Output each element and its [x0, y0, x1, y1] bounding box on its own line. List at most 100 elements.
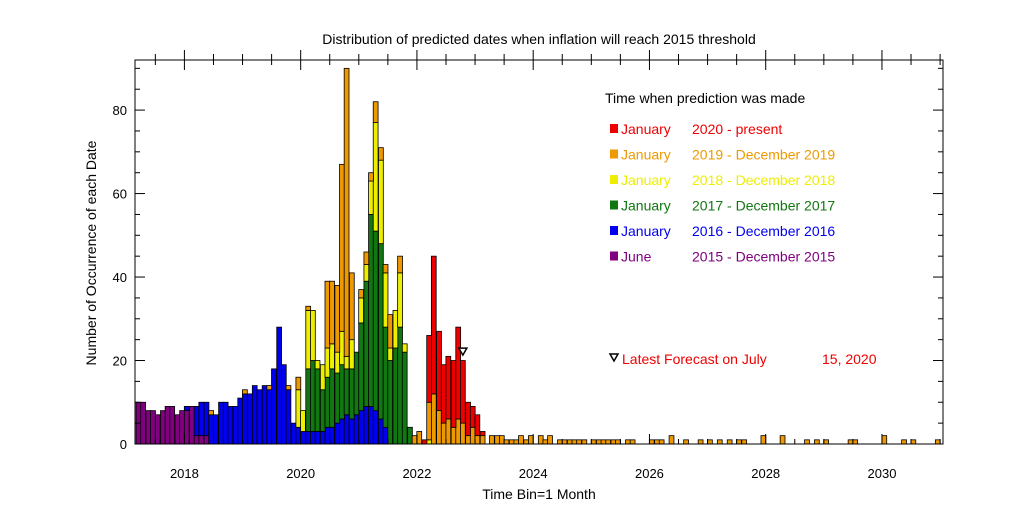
x-tick-label-5: 2028 — [751, 466, 780, 481]
bar-s1-p15 — [256, 389, 263, 445]
bar-s3-p2 — [305, 310, 312, 370]
bar-s4-p2 — [266, 385, 273, 391]
bar-s1-p13 — [247, 393, 253, 445]
bar-s2-p21 — [407, 426, 413, 445]
bar-s2-p0 — [305, 368, 312, 432]
bar-s4-p76 — [847, 439, 854, 445]
bar-s4-p55 — [605, 439, 611, 445]
bar-s5-p10 — [469, 406, 476, 428]
bar-s4-p15 — [372, 101, 379, 124]
x-tick-label-3: 2024 — [519, 466, 548, 481]
bar-s2-p15 — [378, 243, 384, 420]
bar-s4-p71 — [760, 435, 767, 445]
bar-s4-p47 — [561, 439, 568, 445]
bar-s3-p19 — [392, 310, 399, 349]
bar-s0-p14 — [203, 435, 210, 445]
y-tick-label-1: 20 — [113, 354, 127, 369]
bar-s1-p31 — [334, 422, 341, 445]
bar-s4-p50 — [576, 439, 582, 445]
bar-s4-p70 — [741, 439, 748, 445]
bar-s4-p73 — [804, 439, 810, 445]
latest-forecast: Latest Forecast on July 15, 2020 — [457, 347, 877, 367]
bar-s4-p35 — [494, 435, 500, 445]
legend-label-range-4: 2016 - December 2016 — [692, 223, 835, 239]
bar-s4-p69 — [736, 439, 742, 445]
bar-s4-p30 — [465, 435, 471, 445]
bar-s4-p5 — [305, 305, 312, 311]
bar-s3-p9 — [339, 330, 345, 366]
bar-s1-p2 — [193, 406, 200, 437]
bar-s4-p79 — [901, 439, 907, 445]
bar-s4-p27 — [450, 426, 457, 445]
bar-s2-p11 — [358, 322, 364, 412]
y-axis-label: Number of Occurrence of each Date — [83, 140, 99, 365]
bar-s3-p13 — [363, 264, 370, 282]
bar-s4-p8 — [334, 284, 341, 353]
bar-s1-p7 — [218, 401, 224, 445]
legend-swatch-1 — [610, 149, 618, 159]
bar-s0-p5 — [160, 410, 166, 445]
bar-s1-p34 — [348, 418, 355, 445]
bar-s4-p66 — [707, 439, 713, 445]
bar-s4-p14 — [368, 172, 374, 182]
bar-s2-p10 — [353, 351, 360, 416]
bar-s1-p28 — [319, 431, 326, 445]
bar-s4-p56 — [610, 439, 617, 445]
legend-swatch-5 — [610, 251, 618, 261]
bar-s1-p32 — [339, 418, 345, 445]
legend-label-range-3: 2017 - December 2017 — [692, 198, 835, 214]
bar-s4-p42 — [528, 435, 534, 445]
bar-s1-p0 — [183, 406, 190, 411]
forecast-label: Latest Forecast on July — [622, 351, 767, 367]
bar-s4-p22 — [426, 401, 432, 441]
bar-s5-p12 — [479, 431, 486, 437]
bar-s3-p15 — [372, 122, 379, 232]
bar-s3-p0 — [295, 389, 302, 428]
bar-s4-p41 — [523, 439, 530, 445]
bar-s4-p17 — [382, 264, 389, 274]
bar-s2-p7 — [339, 364, 345, 420]
bar-s3-p4 — [314, 360, 321, 370]
forecast-label-date: 15, 2020 — [822, 351, 877, 367]
bar-s4-p75 — [823, 439, 829, 445]
bar-s4-p34 — [489, 435, 495, 445]
legend-swatch-0 — [610, 124, 618, 133]
legend-swatch-4 — [610, 226, 618, 235]
bar-s4-p78 — [881, 435, 888, 445]
forecast-legend-marker — [608, 353, 620, 363]
bar-s1-p16 — [261, 385, 268, 445]
y-tick-label-0: 0 — [120, 437, 127, 452]
bar-s0-p7 — [169, 406, 176, 445]
bar-s4-p77 — [852, 439, 859, 445]
bar-s2-p1 — [310, 360, 316, 432]
bar-s1-p3 — [198, 401, 205, 437]
legend-title: Time when prediction was made — [605, 90, 805, 106]
bar-s2-p5 — [329, 368, 335, 428]
bar-s4-p33 — [479, 435, 486, 445]
bar-s2-p3 — [319, 389, 326, 432]
legend-label-0: January — [621, 121, 671, 137]
bar-s4-p54 — [600, 439, 607, 445]
bar-s4-p61 — [654, 439, 660, 445]
bar-s2-p17 — [387, 360, 394, 445]
bar-s5-p5 — [445, 355, 452, 420]
bar-s3-p8 — [334, 351, 341, 374]
bar-s4-p59 — [629, 439, 636, 445]
bar-s5-p1 — [426, 335, 432, 403]
legend-label-range-1: 2019 - December 2019 — [692, 147, 835, 163]
bar-s2-p8 — [343, 368, 350, 416]
bar-s3-p11 — [348, 339, 355, 370]
bar-s3-p10 — [343, 355, 350, 370]
bar-s2-p20 — [401, 351, 408, 445]
x-tick-label-6: 2030 — [868, 466, 897, 481]
bar-s4-p10 — [343, 67, 350, 357]
bar-s3-p16 — [378, 159, 384, 245]
bar-s4-p31 — [469, 426, 476, 445]
legend-label-range-2: 2018 - December 2018 — [692, 172, 835, 188]
bar-s3-p6 — [324, 347, 331, 378]
bar-s1-p33 — [343, 414, 350, 445]
legend-swatch-2 — [610, 175, 618, 184]
axes-layer: 2018 2020 2022 2024 2026 2028 2030 0 20 40 60 80 — [113, 50, 943, 481]
bar-s4-p13 — [363, 251, 370, 265]
plot-frame — [134, 59, 944, 445]
